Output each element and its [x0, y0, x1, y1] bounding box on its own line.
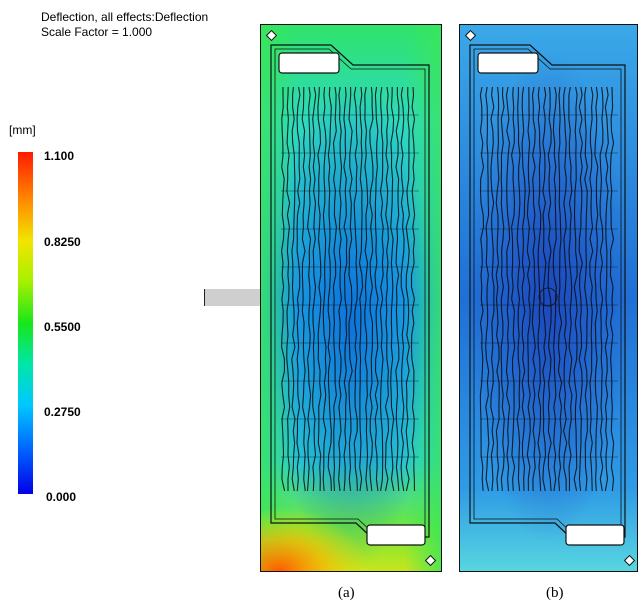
caption-a: (a): [338, 585, 355, 601]
plot-title: Deflection, all effects:Deflection: [41, 10, 209, 24]
inlet-stub: [204, 289, 261, 306]
legend-tick: 0.2750: [44, 405, 81, 419]
legend-tick: 0.8250: [44, 235, 81, 249]
scale-factor-label: Scale Factor = 1.000: [41, 25, 153, 39]
color-scale-bar: [18, 152, 33, 494]
caption-b: (b): [546, 585, 564, 601]
legend-tick-min: 0.000: [46, 490, 77, 504]
deflection-plot-a: [260, 24, 442, 572]
legend-tick: 0.5500: [44, 320, 81, 334]
legend-units-label: [mm]: [9, 123, 36, 137]
legend-tick-max: 1.100: [44, 149, 75, 163]
deflection-plot-b: [459, 24, 638, 572]
